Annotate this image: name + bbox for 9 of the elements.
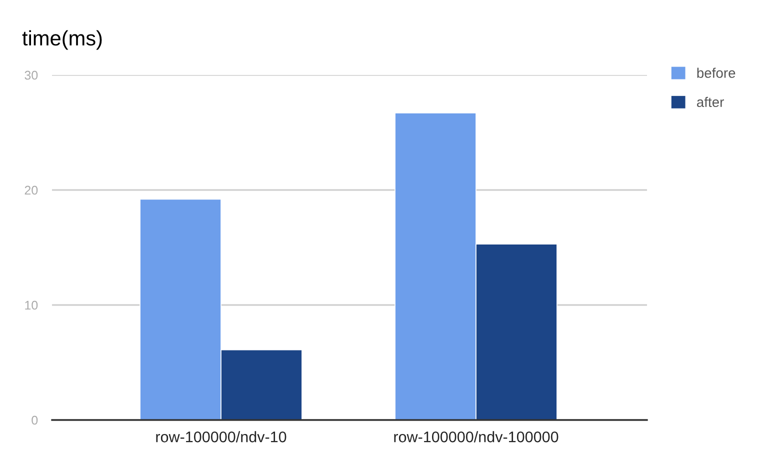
chart-title: time(ms) xyxy=(22,30,102,50)
legend-label: before xyxy=(697,68,736,78)
x-tick-label: row-100000/ndv-10 xyxy=(156,431,286,442)
y-tick-label: 10 xyxy=(25,300,38,310)
x-tick-label: row-100000/ndv-100000 xyxy=(394,431,558,442)
y-tick-label: 30 xyxy=(24,70,38,80)
legend-label: after xyxy=(696,96,724,108)
y-tick-label: 20 xyxy=(24,186,38,195)
y-tick-label: 0 xyxy=(32,416,38,425)
